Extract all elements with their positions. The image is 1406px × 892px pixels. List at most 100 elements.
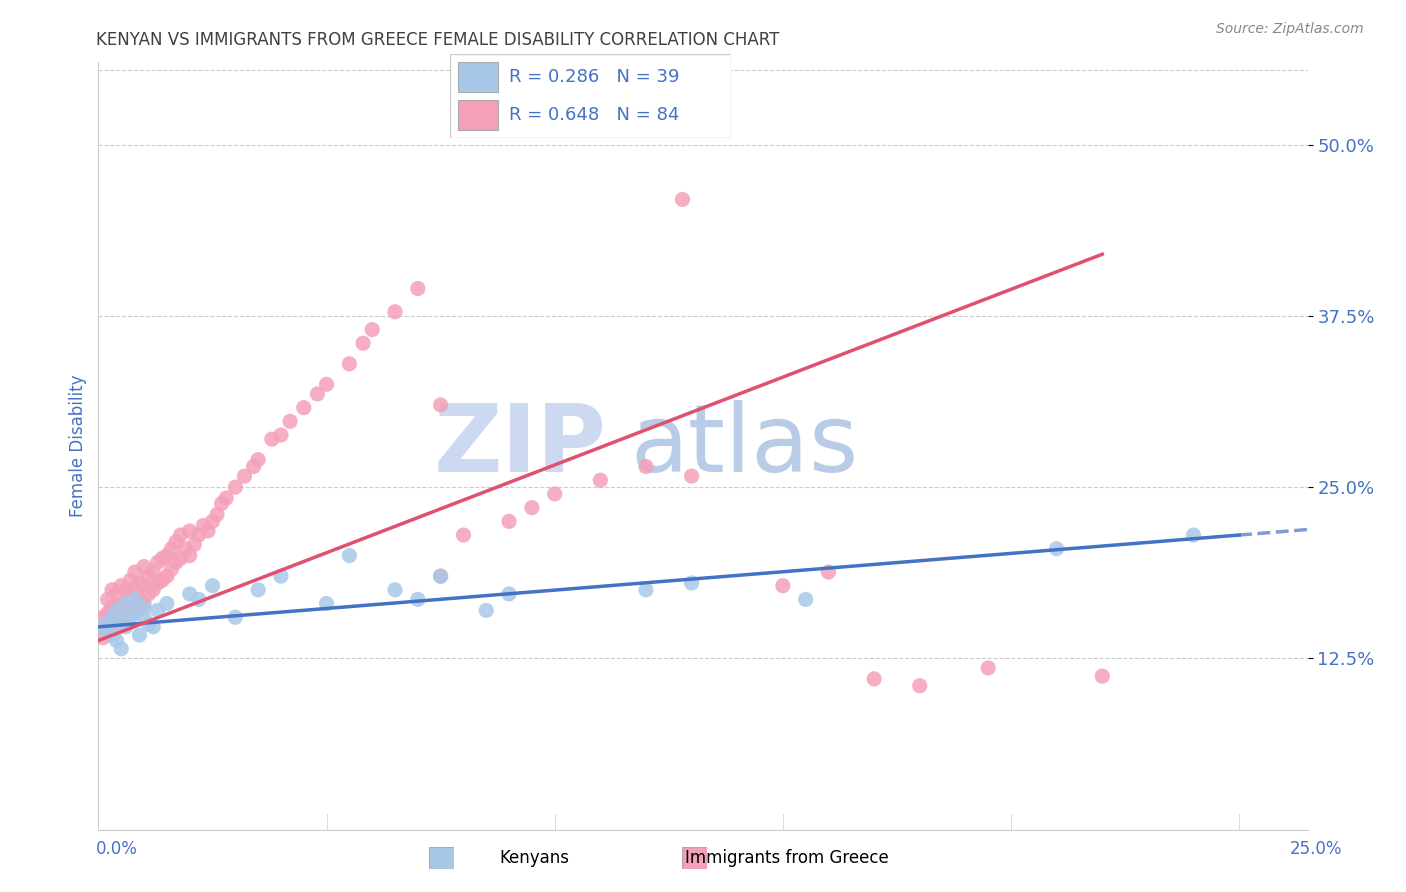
Point bbox=[132, 559, 155, 574]
Point bbox=[179, 524, 201, 538]
Point bbox=[589, 473, 612, 487]
Point bbox=[315, 597, 337, 611]
Point bbox=[429, 569, 451, 583]
Point bbox=[406, 281, 429, 295]
Point bbox=[260, 432, 283, 446]
Point bbox=[138, 587, 160, 601]
Point bbox=[156, 549, 179, 563]
Point bbox=[110, 615, 132, 629]
Text: ZIP: ZIP bbox=[433, 400, 606, 492]
Text: 25.0%: 25.0% bbox=[1291, 840, 1343, 858]
Point bbox=[101, 610, 124, 624]
Point bbox=[96, 592, 118, 607]
Text: Immigrants from Greece: Immigrants from Greece bbox=[686, 849, 889, 867]
Bar bbox=[458, 100, 498, 130]
Point bbox=[201, 579, 224, 593]
Point bbox=[174, 541, 197, 556]
Point bbox=[201, 514, 224, 528]
Point bbox=[114, 620, 136, 634]
Point bbox=[156, 597, 179, 611]
Point bbox=[205, 508, 228, 522]
Bar bbox=[458, 62, 498, 92]
Point bbox=[132, 600, 155, 615]
Point bbox=[247, 452, 270, 467]
Text: KENYAN VS IMMIGRANTS FROM GREECE FEMALE DISABILITY CORRELATION CHART: KENYAN VS IMMIGRANTS FROM GREECE FEMALE … bbox=[96, 31, 779, 49]
Text: Kenyans: Kenyans bbox=[499, 849, 569, 867]
Point bbox=[124, 565, 146, 579]
Point bbox=[634, 459, 657, 474]
Point bbox=[337, 357, 360, 371]
Text: R = 0.286   N = 39: R = 0.286 N = 39 bbox=[509, 68, 679, 86]
Point bbox=[96, 606, 118, 620]
Point bbox=[101, 628, 124, 642]
Point bbox=[475, 603, 498, 617]
Point bbox=[187, 528, 209, 542]
Point bbox=[270, 428, 292, 442]
Point bbox=[132, 610, 155, 624]
Point bbox=[128, 628, 150, 642]
Point bbox=[772, 579, 794, 593]
Point bbox=[817, 565, 839, 579]
Point bbox=[247, 582, 270, 597]
Point bbox=[96, 624, 118, 638]
Point bbox=[1091, 669, 1114, 683]
Point bbox=[124, 582, 146, 597]
Point bbox=[96, 617, 118, 632]
Point bbox=[794, 592, 817, 607]
Point bbox=[179, 549, 201, 563]
Point bbox=[91, 620, 114, 634]
Point bbox=[160, 562, 183, 576]
Point bbox=[96, 624, 118, 638]
Point bbox=[105, 633, 128, 648]
Point bbox=[384, 582, 406, 597]
Point bbox=[292, 401, 315, 415]
Point bbox=[124, 592, 146, 607]
Point bbox=[110, 641, 132, 656]
Point bbox=[101, 582, 124, 597]
Point bbox=[681, 576, 703, 591]
Point bbox=[110, 610, 132, 624]
Point bbox=[110, 597, 132, 611]
Point bbox=[124, 600, 146, 615]
Point bbox=[114, 582, 136, 597]
Point bbox=[105, 603, 128, 617]
Point bbox=[406, 592, 429, 607]
Point bbox=[150, 551, 173, 566]
Point bbox=[128, 576, 150, 591]
Point bbox=[105, 620, 128, 634]
Point bbox=[146, 576, 169, 591]
Point bbox=[211, 496, 233, 510]
Point bbox=[498, 514, 520, 528]
Text: 0.0%: 0.0% bbox=[96, 840, 138, 858]
Point bbox=[361, 322, 384, 336]
Point bbox=[315, 377, 337, 392]
Point bbox=[193, 518, 215, 533]
Point bbox=[146, 603, 169, 617]
Point bbox=[142, 620, 165, 634]
Point bbox=[138, 569, 160, 583]
Point bbox=[101, 600, 124, 615]
Point bbox=[233, 469, 256, 483]
FancyBboxPatch shape bbox=[450, 54, 731, 138]
Point bbox=[128, 592, 150, 607]
Point bbox=[242, 459, 264, 474]
Text: R = 0.648   N = 84: R = 0.648 N = 84 bbox=[509, 106, 679, 124]
Point bbox=[215, 491, 238, 505]
Point bbox=[105, 587, 128, 601]
Point bbox=[453, 528, 475, 542]
Point bbox=[105, 603, 128, 617]
Text: Source: ZipAtlas.com: Source: ZipAtlas.com bbox=[1216, 22, 1364, 37]
Point bbox=[863, 672, 886, 686]
Point bbox=[671, 193, 693, 207]
Point bbox=[120, 574, 142, 588]
Point bbox=[1046, 541, 1069, 556]
Point bbox=[498, 587, 520, 601]
Point bbox=[156, 569, 179, 583]
Point bbox=[544, 487, 567, 501]
Point bbox=[132, 579, 155, 593]
Point bbox=[224, 610, 246, 624]
Point bbox=[384, 305, 406, 319]
Point bbox=[124, 606, 146, 620]
Y-axis label: Female Disability: Female Disability bbox=[69, 375, 87, 517]
Point bbox=[114, 599, 136, 614]
